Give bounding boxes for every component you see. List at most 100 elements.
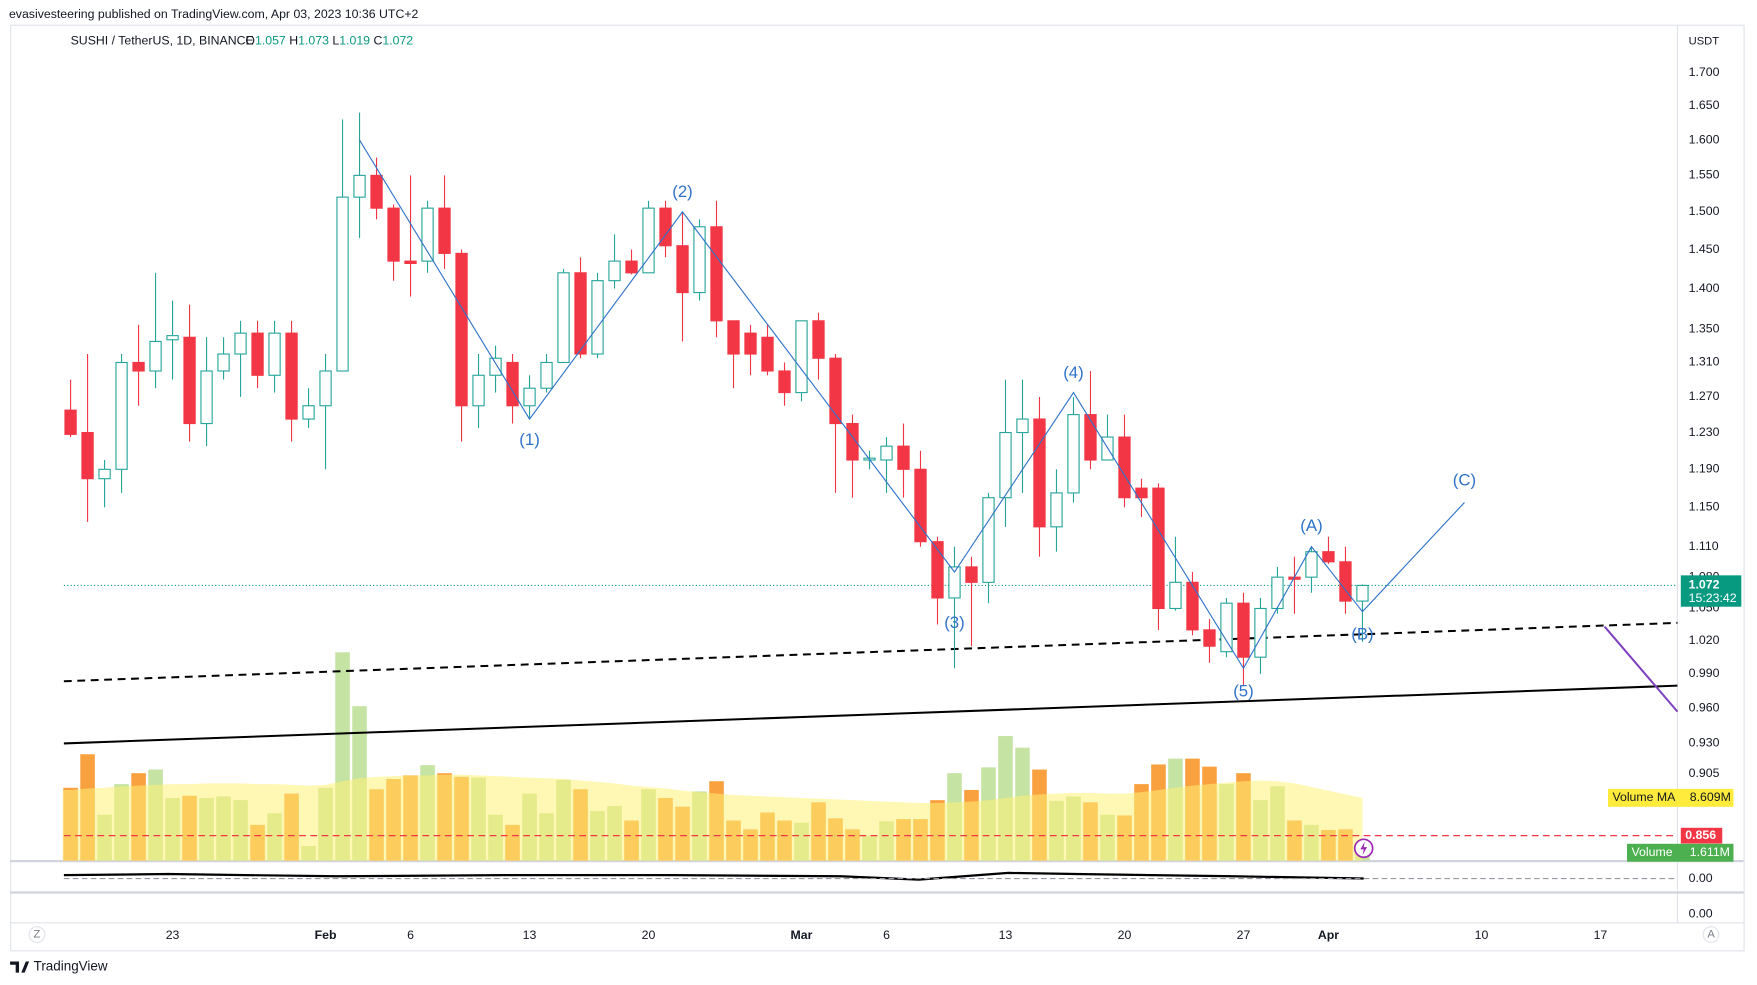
candle-body (846, 422, 859, 461)
ohlc-value: 1.072 (382, 34, 413, 48)
candle-body (1203, 629, 1216, 647)
candle-body (149, 340, 162, 372)
x-tick-label: 6 (407, 928, 414, 942)
candle-body (948, 566, 961, 599)
y-tick-label: 1.500 (1689, 204, 1720, 218)
x-tick-label: 27 (1237, 928, 1251, 942)
scale-button[interactable] (28, 926, 46, 943)
candle-body (1220, 602, 1233, 653)
y-tick-label: 1.020 (1689, 633, 1720, 647)
candle-body (370, 174, 383, 209)
ohlc-letter: C (373, 34, 382, 48)
trendline (1603, 625, 1679, 713)
y-tick-label: 1.600 (1689, 132, 1720, 146)
ohlc-value: 1.073 (298, 34, 329, 48)
y-tick-label: 1.270 (1689, 389, 1720, 403)
volume-label-box (1627, 843, 1734, 862)
candle-body (829, 357, 842, 425)
candle-body (897, 445, 910, 470)
currency: USDT (1689, 35, 1720, 47)
countdown: 15:23:42 (1689, 591, 1737, 605)
candle-body (268, 332, 281, 376)
current-price-label: 1.072 (1689, 578, 1720, 592)
candle-body (1118, 436, 1131, 499)
candle-body (336, 196, 349, 372)
scale-button[interactable] (1702, 926, 1720, 943)
candle-body (1339, 561, 1352, 602)
wave-label: (5) (1233, 681, 1254, 700)
candle-body (1152, 487, 1165, 610)
brand-logo (10, 961, 30, 973)
x-tick-label: Apr (1318, 928, 1339, 942)
y-tick-label: 1.310 (1689, 355, 1720, 369)
candle-body (1305, 551, 1318, 578)
candle-body (914, 468, 927, 543)
publisher: evasivesteering published on TradingView… (9, 7, 419, 21)
candle-body (472, 374, 485, 407)
ohlc-value: 1.019 (339, 34, 370, 48)
candle-body (1169, 581, 1182, 610)
candle-body (421, 207, 434, 262)
y-tick-label: 1.400 (1689, 281, 1720, 295)
candle-body (1067, 414, 1080, 494)
candle-body (608, 260, 621, 282)
candle-body (217, 353, 230, 372)
candle-body (506, 361, 519, 407)
candle-body (251, 332, 264, 376)
candle-body (285, 332, 298, 420)
candle-body (1186, 581, 1199, 631)
candle-body (931, 541, 944, 599)
indicator-label: 0.00 (1689, 907, 1713, 921)
candle-body (64, 409, 77, 435)
volume-label-value: 8.609M (1690, 790, 1731, 804)
candle-body (1254, 607, 1267, 658)
scale-right[interactable]: A (1707, 929, 1715, 941)
volume-ma-area (62, 774, 1363, 861)
candle-body (812, 320, 825, 359)
y-tick-label: 1.350 (1689, 321, 1720, 335)
candle-body (523, 387, 536, 407)
candle-body (999, 431, 1012, 499)
ohlc-value: 1.057 (255, 34, 286, 48)
trendline (63, 621, 1678, 683)
candle-body (880, 445, 893, 461)
candle-body (166, 335, 179, 341)
candle-body (625, 260, 638, 274)
candle-body (1271, 576, 1284, 610)
price-line-label: 0.856 (1685, 828, 1716, 842)
candle-body (115, 361, 128, 470)
candle-body (183, 336, 196, 425)
candle-body (1016, 418, 1029, 434)
y-tick-label: 1.550 (1689, 168, 1720, 182)
candle-body (1237, 602, 1250, 658)
price-line-label-box (1680, 827, 1723, 844)
candle-body (574, 272, 587, 355)
candle-body (319, 370, 332, 407)
wave-label: (4) (1063, 363, 1084, 382)
brand: TradingView (34, 959, 108, 974)
volume-label-box (1607, 788, 1734, 807)
volume-label-name: Volume MA (1612, 790, 1676, 804)
x-tick-label: 13 (523, 928, 537, 942)
candle-body (1084, 414, 1097, 461)
y-tick-label: 1.230 (1689, 425, 1720, 439)
wave-label: (1) (519, 430, 540, 449)
wave-label: (A) (1300, 516, 1322, 535)
candle-body (1033, 418, 1046, 528)
ohlc-letter: H (289, 34, 298, 48)
scale-left[interactable]: Z (34, 929, 41, 941)
wave-label: (2) (672, 182, 693, 201)
event-icon-bolt (1360, 841, 1368, 855)
wave-label: (B) (1351, 625, 1373, 644)
candle-body (132, 361, 145, 372)
wave-label: (C) (1453, 471, 1476, 490)
volume-label-name: Volume (1632, 845, 1673, 859)
candle-body (761, 336, 774, 372)
y-tick-label: 0.930 (1689, 736, 1720, 750)
y-tick-label: 0.905 (1689, 766, 1720, 780)
candle-body (387, 207, 400, 262)
y-tick-label: 1.150 (1689, 500, 1720, 514)
candle-body (234, 332, 247, 355)
candle-body (676, 245, 689, 294)
